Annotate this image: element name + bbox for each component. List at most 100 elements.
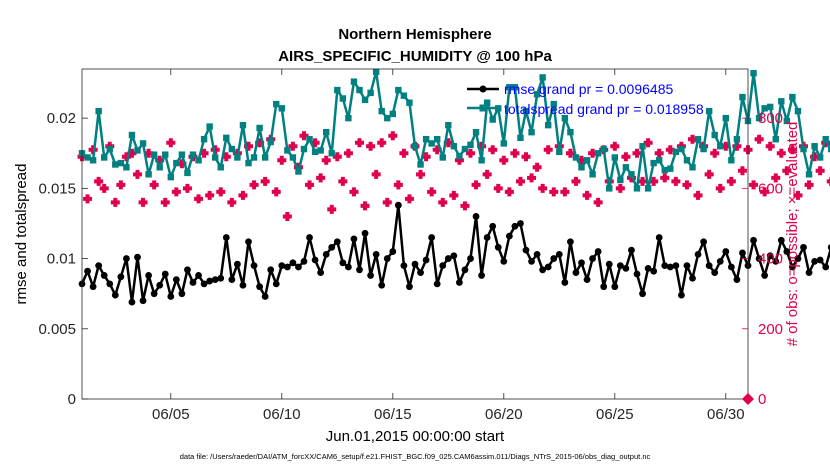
totalspread-marker bbox=[522, 107, 530, 115]
totalspread-marker bbox=[273, 100, 280, 108]
rmse-marker bbox=[472, 213, 480, 220]
rmse-marker bbox=[283, 263, 291, 271]
totalspread-marker bbox=[683, 157, 691, 164]
totalspread-marker bbox=[150, 151, 158, 158]
totalspread-marker bbox=[461, 145, 469, 153]
obs-marker bbox=[216, 187, 226, 197]
rmse-marker bbox=[750, 236, 757, 244]
obs-marker bbox=[482, 169, 492, 179]
rmse-marker bbox=[394, 201, 402, 209]
rmse-marker bbox=[605, 260, 613, 268]
obs-marker bbox=[382, 197, 392, 207]
rmse-marker bbox=[816, 256, 824, 264]
rmse-marker bbox=[184, 266, 191, 274]
obs-marker bbox=[782, 166, 792, 176]
x-tick-label: 06/15 bbox=[374, 406, 412, 423]
obs-marker bbox=[349, 187, 359, 197]
rmse-marker bbox=[339, 259, 347, 267]
totalspread-marker bbox=[228, 145, 236, 153]
rmse-marker bbox=[172, 276, 180, 284]
obs-marker bbox=[704, 169, 714, 179]
rmse-marker bbox=[134, 253, 141, 261]
rmse-marker bbox=[600, 283, 608, 291]
totalspread-marker bbox=[606, 185, 613, 192]
x-tick-label: 06/05 bbox=[152, 406, 190, 423]
obs-marker bbox=[171, 187, 181, 197]
obs-marker bbox=[299, 131, 309, 141]
chart-title: Northern Hemisphere bbox=[338, 26, 491, 43]
totalspread-marker bbox=[450, 143, 458, 150]
totalspread-marker bbox=[783, 117, 791, 125]
totalspread-marker bbox=[84, 154, 91, 161]
totalspread-marker bbox=[95, 107, 102, 115]
rmse-marker bbox=[500, 257, 508, 265]
totalspread-marker bbox=[805, 171, 813, 178]
obs-marker bbox=[776, 148, 786, 158]
rmse-marker bbox=[322, 250, 330, 258]
x-tick-label: 06/30 bbox=[707, 406, 745, 423]
totalspread-marker bbox=[789, 93, 796, 101]
totalspread-marker bbox=[278, 105, 285, 112]
rmse-marker bbox=[672, 262, 680, 269]
totalspread-marker bbox=[755, 114, 763, 122]
totalspread-marker bbox=[722, 114, 729, 122]
obs-marker bbox=[416, 169, 426, 179]
totalspread-marker bbox=[112, 161, 119, 168]
rmse-marker bbox=[789, 263, 796, 271]
legend: rmse grand pr = 0.0096485 totalspread gr… bbox=[467, 81, 704, 117]
totalspread-marker bbox=[101, 154, 108, 161]
totalspread-marker bbox=[367, 89, 374, 97]
rmse-marker bbox=[372, 250, 380, 258]
obs-marker bbox=[560, 187, 570, 197]
rmse-marker bbox=[727, 263, 735, 271]
rmse-marker bbox=[783, 248, 791, 255]
obs-marker bbox=[632, 148, 642, 158]
obs-marker bbox=[521, 152, 531, 162]
obs-marker bbox=[682, 180, 692, 190]
rmse-marker bbox=[655, 234, 663, 241]
totalspread-marker bbox=[200, 136, 208, 143]
rmse-marker bbox=[289, 259, 297, 267]
totalspread-marker bbox=[717, 143, 724, 150]
y-tick-right-label: 400 bbox=[758, 251, 783, 268]
totalspread-marker bbox=[594, 150, 602, 157]
totalspread-marker bbox=[417, 161, 424, 168]
rmse-marker bbox=[489, 222, 497, 230]
totalspread-marker bbox=[345, 114, 352, 122]
totalspread-marker bbox=[628, 171, 635, 178]
totalspread-marker bbox=[689, 164, 696, 171]
x-axis-label: Jun.01,2015 00:00:00 start bbox=[326, 428, 505, 445]
legend-totalspread-marker bbox=[479, 104, 487, 112]
totalspread-marker bbox=[500, 140, 507, 147]
rmse-marker bbox=[378, 281, 386, 289]
rmse-marker bbox=[611, 283, 619, 291]
obs-marker bbox=[765, 141, 775, 151]
obs-marker bbox=[305, 180, 315, 190]
rmse-marker bbox=[666, 263, 674, 271]
rmse-marker bbox=[250, 262, 258, 269]
obs-marker bbox=[593, 197, 603, 207]
totalspread-marker bbox=[89, 157, 97, 164]
y-tick-right-label: 0 bbox=[758, 391, 766, 408]
obs-marker bbox=[205, 190, 215, 200]
obs-marker bbox=[427, 187, 437, 197]
rmse-marker bbox=[711, 269, 719, 277]
rmse-marker bbox=[145, 272, 153, 279]
obs-marker bbox=[493, 183, 503, 193]
rmse-marker bbox=[84, 267, 91, 275]
totalspread-marker bbox=[617, 176, 624, 184]
rmse-marker bbox=[406, 283, 413, 291]
totalspread-marker bbox=[472, 128, 480, 136]
obs-marker bbox=[404, 194, 414, 204]
obs-marker bbox=[227, 197, 237, 207]
rmse-marker bbox=[528, 257, 535, 265]
totalspread-marker bbox=[189, 151, 197, 158]
obs-marker bbox=[565, 148, 575, 158]
totalspread-marker bbox=[816, 154, 824, 161]
obs-series bbox=[77, 131, 830, 221]
totalspread-marker bbox=[378, 107, 385, 115]
obs-marker bbox=[749, 180, 759, 190]
totalspread-marker bbox=[750, 70, 757, 77]
totalspread-marker bbox=[128, 131, 136, 139]
totalspread-marker bbox=[656, 157, 663, 164]
